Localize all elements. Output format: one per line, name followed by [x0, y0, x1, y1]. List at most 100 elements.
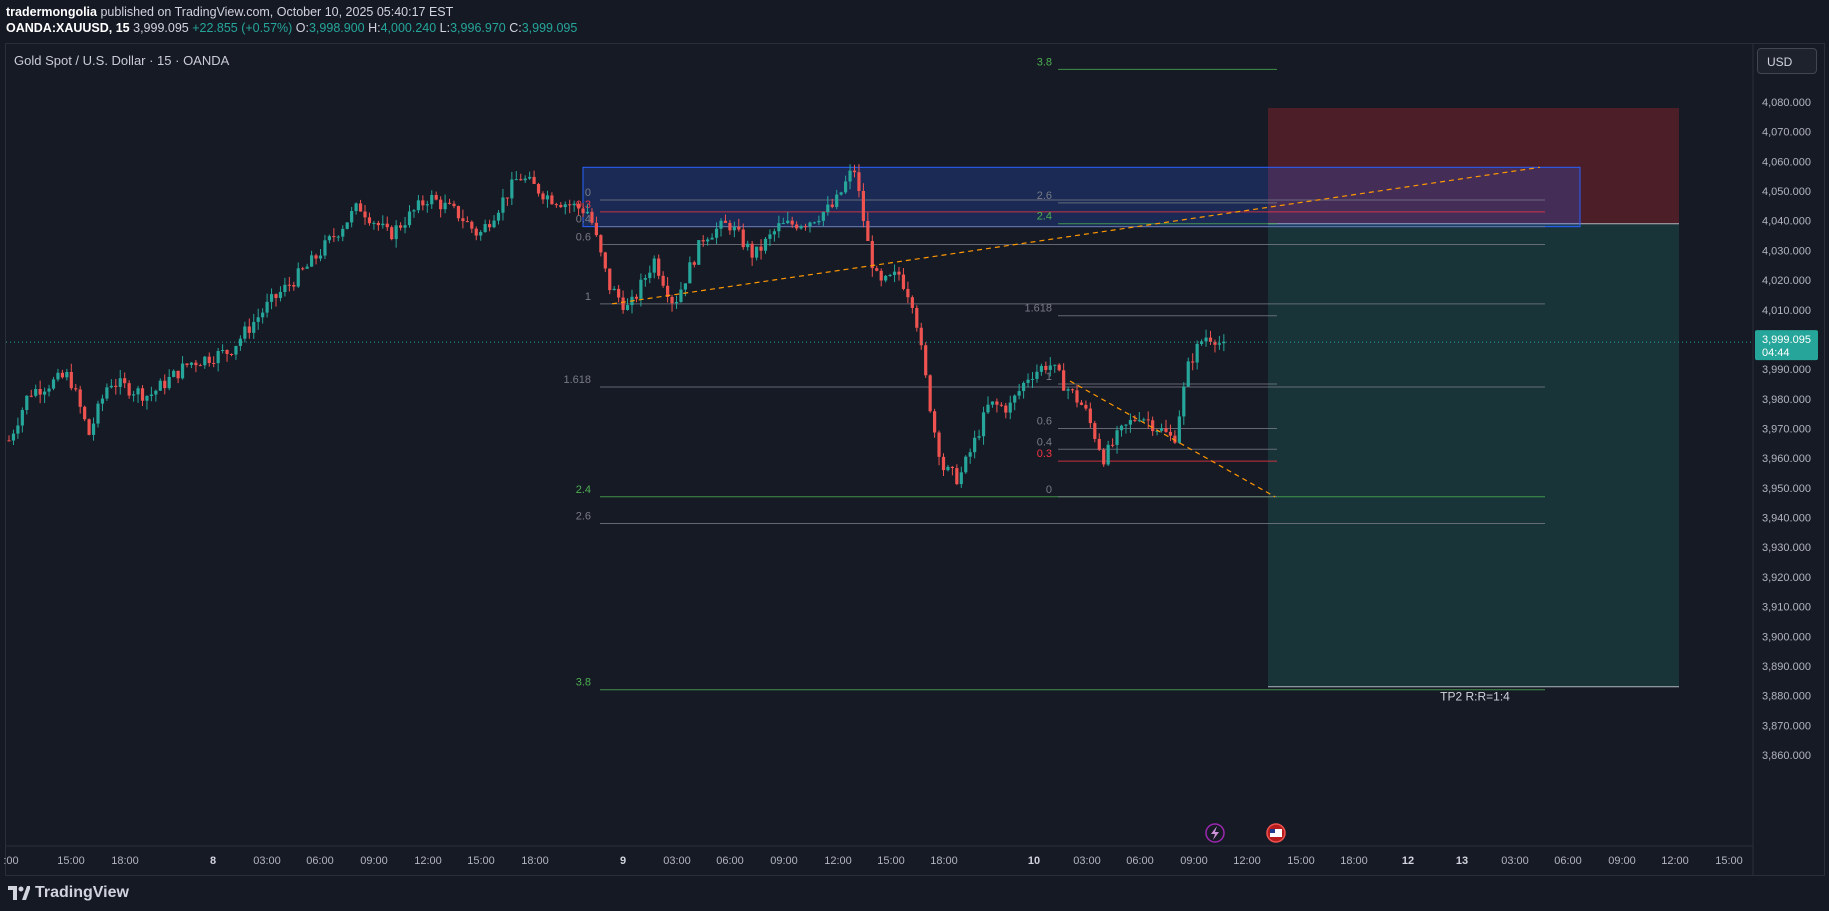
candle-body[interactable]: [1164, 428, 1168, 432]
candle-body[interactable]: [666, 285, 670, 297]
candle-body[interactable]: [830, 204, 834, 207]
candle-body[interactable]: [870, 240, 874, 269]
candle-body[interactable]: [536, 183, 541, 194]
candle-body[interactable]: [301, 268, 305, 270]
candle-body[interactable]: [710, 237, 714, 240]
candle-body[interactable]: [91, 423, 96, 435]
candle-body[interactable]: [203, 356, 207, 366]
candle-body[interactable]: [585, 211, 590, 214]
candle-body[interactable]: [60, 372, 64, 378]
candle-body[interactable]: [977, 436, 981, 438]
candle-body[interactable]: [612, 288, 616, 291]
candle-body[interactable]: [688, 262, 692, 284]
candle-body[interactable]: [1070, 389, 1075, 391]
chart-canvas[interactable]: TP2 R:R=1:4 00.30.40.611.6182.42.63.83.8…: [0, 0, 1829, 876]
currency-button[interactable]: USD: [1757, 48, 1817, 74]
candle-body[interactable]: [1013, 395, 1017, 403]
candle-body[interactable]: [812, 222, 817, 224]
candle-body[interactable]: [501, 197, 505, 213]
candle-body[interactable]: [968, 452, 972, 457]
candle-body[interactable]: [514, 179, 518, 181]
candle-body[interactable]: [20, 409, 24, 426]
candle-body[interactable]: [759, 246, 763, 251]
candle-body[interactable]: [474, 228, 478, 236]
candle-body[interactable]: [109, 385, 113, 388]
candle-body[interactable]: [737, 226, 741, 230]
candle-body[interactable]: [194, 362, 198, 366]
candle-body[interactable]: [981, 412, 986, 437]
candle-body[interactable]: [1048, 365, 1052, 370]
candle-body[interactable]: [140, 388, 145, 401]
candle-body[interactable]: [443, 202, 447, 210]
candle-body[interactable]: [145, 395, 149, 401]
candle-body[interactable]: [390, 227, 394, 240]
candle-body[interactable]: [594, 222, 598, 236]
chart-panel[interactable]: [5, 43, 1825, 876]
candle-body[interactable]: [412, 210, 416, 212]
candle-body[interactable]: [888, 274, 892, 276]
candle-body[interactable]: [283, 284, 287, 292]
candle-body[interactable]: [212, 362, 216, 364]
candle-body[interactable]: [937, 432, 941, 457]
candle-body[interactable]: [621, 297, 625, 310]
candle-body[interactable]: [16, 425, 20, 434]
candle-body[interactable]: [554, 204, 558, 206]
candle-body[interactable]: [728, 222, 732, 231]
candle-body[interactable]: [1075, 390, 1079, 403]
candle-body[interactable]: [1208, 337, 1213, 342]
candle-body[interactable]: [781, 223, 785, 225]
candle-body[interactable]: [1159, 428, 1164, 431]
candle-body[interactable]: [127, 383, 131, 396]
candle-body[interactable]: [648, 272, 652, 279]
candle-body[interactable]: [910, 297, 914, 308]
candle-body[interactable]: [399, 225, 403, 228]
candle-body[interactable]: [167, 376, 171, 389]
candle-body[interactable]: [425, 204, 429, 206]
candle-body[interactable]: [1213, 341, 1217, 345]
candle-body[interactable]: [545, 195, 550, 200]
candle-body[interactable]: [1115, 430, 1119, 445]
candle-body[interactable]: [1053, 364, 1057, 366]
candle-body[interactable]: [381, 223, 385, 226]
candle-body[interactable]: [1111, 444, 1115, 446]
candle-body[interactable]: [47, 388, 51, 392]
candle-body[interactable]: [83, 406, 87, 420]
candle-body[interactable]: [1119, 425, 1124, 431]
stop-loss-zone[interactable]: [1268, 107, 1679, 224]
candle-body[interactable]: [310, 255, 314, 267]
candle-body[interactable]: [1057, 364, 1061, 371]
author-name[interactable]: tradermongolia: [6, 5, 97, 19]
candle-body[interactable]: [479, 232, 483, 236]
tradingview-logo[interactable]: TradingView: [8, 884, 129, 902]
ascending-trendline[interactable]: [611, 166, 1541, 305]
candle-body[interactable]: [87, 419, 91, 435]
candle-body[interactable]: [572, 203, 576, 206]
candle-body[interactable]: [100, 398, 105, 404]
candle-body[interactable]: [1191, 361, 1195, 363]
candle-body[interactable]: [176, 370, 180, 379]
candle-body[interactable]: [1079, 402, 1084, 405]
candle-body[interactable]: [439, 199, 443, 210]
candle-body[interactable]: [928, 375, 932, 412]
candle-body[interactable]: [844, 181, 848, 193]
candle-body[interactable]: [336, 236, 340, 238]
candle-body[interactable]: [229, 353, 234, 355]
candle-body[interactable]: [296, 268, 300, 287]
candle-body[interactable]: [114, 385, 118, 387]
candle-body[interactable]: [1142, 419, 1146, 421]
candle-body[interactable]: [65, 371, 69, 378]
candle-body[interactable]: [341, 228, 345, 237]
candle-body[interactable]: [350, 211, 354, 223]
candle-body[interactable]: [861, 190, 865, 221]
candle-body[interactable]: [421, 200, 425, 206]
candle-body[interactable]: [679, 289, 683, 303]
candle-body[interactable]: [639, 279, 643, 299]
candle-body[interactable]: [1151, 420, 1155, 432]
candle-body[interactable]: [488, 224, 492, 228]
candle-body[interactable]: [483, 224, 487, 233]
candle-body[interactable]: [180, 363, 185, 379]
candle-body[interactable]: [243, 326, 247, 339]
candle-body[interactable]: [1146, 419, 1150, 421]
candle-body[interactable]: [986, 404, 990, 413]
candle-body[interactable]: [461, 218, 465, 222]
